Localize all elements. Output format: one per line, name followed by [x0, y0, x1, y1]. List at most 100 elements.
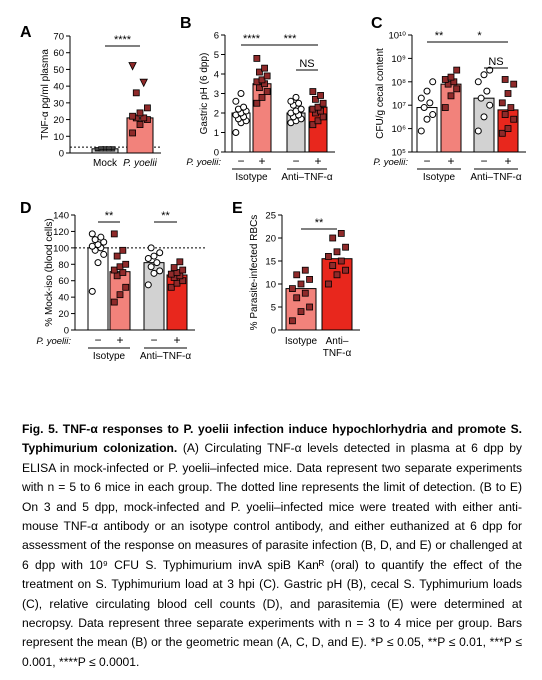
data-point-B [253, 99, 261, 107]
significance-label: ** [105, 210, 114, 222]
y-tick-label-D: 20 [58, 309, 69, 320]
data-point-C [417, 127, 425, 135]
data-point-C [498, 129, 506, 137]
significance-label: **** [243, 33, 261, 45]
data-point-A [144, 104, 151, 112]
data-point-D [113, 272, 121, 280]
y-tick-label-B: 0 [214, 148, 219, 159]
panel-letter-D: D [20, 200, 32, 217]
data-point-B [309, 121, 317, 129]
data-point-D [153, 259, 161, 267]
data-point-C [474, 78, 482, 86]
y-tick-label-E: 0 [271, 326, 276, 337]
data-point-A [140, 114, 148, 122]
data-point-A [139, 78, 148, 88]
data-point-D [91, 236, 99, 244]
data-point-C [447, 92, 455, 100]
x-category-label: − [423, 154, 430, 168]
x-category-label: Isotype [285, 336, 318, 347]
x-category-label: − [150, 333, 157, 347]
data-point-D [88, 230, 96, 238]
data-point-B [295, 99, 303, 107]
data-point-D [88, 242, 96, 250]
y-label-E: % Parasite-infected RBCs [249, 215, 260, 331]
x-category-label: TNF-α [323, 348, 352, 359]
x-category-label: − [292, 154, 299, 168]
data-point-B [263, 72, 271, 80]
y-tick-label-A: 10 [53, 132, 64, 143]
x-category-label: − [480, 154, 487, 168]
data-point-C [441, 76, 449, 83]
y-label-D: % Mock-iso (blood cells) [44, 218, 55, 326]
y-tick-label-E: 20 [265, 234, 276, 245]
y-tick-label-D: 0 [64, 326, 69, 337]
data-point-C [453, 85, 461, 93]
y-tick-label-A: 50 [53, 65, 64, 76]
data-point-B [232, 97, 240, 105]
data-point-D [110, 298, 118, 306]
data-point-C [501, 111, 509, 118]
data-point-C [429, 111, 437, 119]
significance-label: NS [488, 56, 503, 68]
y-tick-label-B: 6 [214, 31, 219, 42]
data-point-D [150, 269, 158, 277]
data-point-E [297, 308, 305, 316]
data-point-B [314, 103, 322, 111]
data-point-E [329, 262, 337, 270]
data-point-A [129, 112, 136, 120]
data-point-D [147, 263, 155, 271]
data-point-D [94, 259, 102, 267]
data-point-E [342, 243, 349, 251]
data-point-B [261, 64, 268, 72]
data-point-B [240, 103, 248, 111]
data-point-C [498, 99, 506, 107]
y-tick-label-C: 10¹⁰ [388, 31, 406, 42]
data-point-D [179, 266, 187, 274]
panel-letter-E: E [232, 200, 243, 217]
data-point-C [483, 87, 491, 95]
significance-label: ** [315, 217, 324, 229]
y-tick-label-E: 10 [265, 280, 276, 291]
data-point-D [144, 281, 152, 289]
data-point-C [423, 87, 431, 95]
data-point-B [312, 95, 319, 103]
data-point-D [176, 258, 184, 266]
data-point-B [317, 92, 324, 99]
significance-label: ** [435, 30, 444, 42]
y-label-A: TNF-α pg/ml plasma [40, 49, 51, 140]
y-tick-label-A: 30 [53, 98, 64, 109]
group-label: Anti–TNF-α [281, 172, 333, 183]
y-tick-label-C: 10⁸ [391, 77, 406, 88]
data-point-E [329, 234, 337, 242]
data-point-C [420, 104, 428, 112]
data-point-E [306, 275, 313, 283]
y-label-B: Gastric pH (6 dpp) [199, 53, 210, 135]
data-point-C [510, 115, 518, 123]
data-point-D [122, 260, 130, 268]
data-point-B [297, 105, 305, 113]
y-tick-label-B: 4 [214, 70, 219, 81]
data-point-C [417, 94, 425, 102]
data-point-C [474, 127, 482, 135]
data-point-A [136, 109, 144, 117]
data-point-D [100, 250, 108, 258]
row-label-B: P. yoelii: [186, 157, 221, 168]
data-point-A [128, 62, 137, 71]
data-point-C [504, 125, 512, 132]
y-tick-label-E: 25 [265, 211, 276, 222]
data-point-C [423, 115, 431, 123]
significance-label: **** [114, 34, 132, 46]
data-point-D [119, 246, 127, 254]
data-point-E [337, 257, 345, 265]
y-tick-label-C: 10⁶ [392, 124, 407, 135]
panel-letter-C: C [371, 15, 383, 32]
data-point-C [426, 99, 434, 107]
y-tick-label-A: 0 [59, 149, 64, 160]
data-point-C [477, 94, 485, 102]
data-point-B [258, 76, 266, 84]
data-point-E [325, 280, 332, 288]
significance-label: ** [161, 210, 170, 222]
data-point-D [88, 287, 96, 295]
data-point-A [105, 146, 112, 150]
